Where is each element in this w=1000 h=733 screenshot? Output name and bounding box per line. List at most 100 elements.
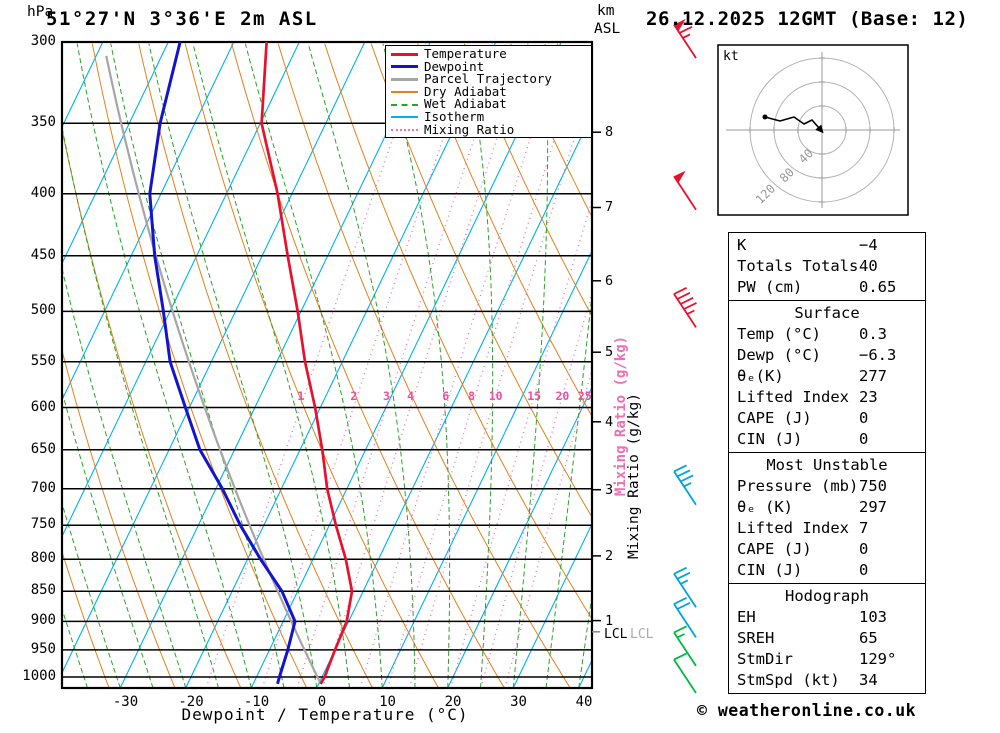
stats-row: PW (cm) 0.65 — [729, 277, 925, 298]
stat-label: K — [737, 236, 747, 254]
stat-value: 34 — [859, 671, 878, 689]
stat-label: SREH — [737, 629, 775, 647]
stat-value: −4 — [859, 236, 878, 254]
stats-row: EH 103 — [729, 607, 925, 628]
stats-section-header: Hodograph — [785, 587, 869, 605]
mixing-ratio-lines — [205, 43, 592, 688]
stat-value: 7 — [859, 519, 869, 537]
stat-label: Lifted Index — [737, 519, 849, 537]
stat-label: CAPE (J) — [737, 540, 812, 558]
stat-label: θₑ (K) — [737, 498, 793, 516]
legend-line-sample — [391, 116, 418, 119]
stats-row: θₑ (K) 297 — [729, 497, 925, 518]
wind-barb — [673, 596, 697, 638]
stats-row: StmSpd (kt) 34 — [729, 670, 925, 691]
legend-line-sample — [391, 103, 418, 106]
legend-label: Dry Adiabat — [424, 83, 507, 99]
wind-barb — [673, 652, 697, 694]
pressure-unit-label: hPa — [27, 4, 54, 20]
stat-label: θₑ(K) — [737, 367, 784, 385]
stat-label: CAPE (J) — [737, 409, 812, 427]
legend-item: Temperature — [386, 48, 591, 61]
stat-value: 750 — [859, 477, 887, 495]
stats-row: Totals Totals 40 — [729, 256, 925, 277]
stat-value: 297 — [859, 498, 887, 516]
stats-row: CAPE (J) 0 — [729, 539, 925, 560]
stat-value: 23 — [859, 388, 878, 406]
stat-value: 0 — [859, 430, 869, 448]
legend-label: Parcel Trajectory — [424, 71, 552, 87]
wind-barb — [673, 286, 697, 328]
hodograph-unit-label: kt — [723, 49, 739, 64]
stats-row: θₑ(K) 277 — [729, 366, 925, 387]
datetime-title: 26.12.2025 12GMT (Base: 12) — [646, 8, 969, 30]
stats-section-header: Most Unstable — [766, 456, 888, 474]
stats-section: Hodograph EH 103 SREH 65 StmDir 129° StmSpd (kt… — [728, 583, 926, 694]
copyright-text: © weatheronline.co.uk — [697, 701, 917, 720]
stat-value: −6.3 — [859, 346, 897, 364]
stats-row: CIN (J) 0 — [729, 560, 925, 581]
legend-line-sample — [391, 65, 418, 69]
legend-item: Dewpoint — [386, 60, 591, 74]
stat-label: Dewp (°C) — [737, 346, 821, 364]
stat-label: Totals Totals — [737, 257, 859, 275]
stats-row: K −4 — [729, 235, 925, 256]
legend-item: Parcel Trajectory — [386, 73, 591, 86]
stat-value: 0 — [859, 540, 869, 558]
stat-label: CIN (J) — [737, 430, 803, 448]
stat-value: 0 — [859, 561, 869, 579]
stats-row: Lifted Index 7 — [729, 518, 925, 539]
sounding-profiles — [105, 42, 354, 685]
stat-label: Temp (°C) — [737, 325, 821, 343]
stat-label: StmSpd (kt) — [737, 671, 840, 689]
stats-row: SREH 65 — [729, 628, 925, 649]
legend-line-sample — [391, 77, 418, 81]
stat-label: EH — [737, 608, 756, 626]
legend-label: Wet Adiabat — [424, 96, 507, 112]
stat-value: 129° — [859, 650, 897, 668]
legend-item: Wet Adiabat — [386, 98, 591, 111]
stat-value: 40 — [859, 257, 878, 275]
legend: Temperature Dewpoint Parcel Trajectory Dry … — [385, 45, 592, 138]
stat-value: 65 — [859, 629, 878, 647]
stat-value: 0.65 — [859, 278, 897, 296]
stats-section: Surface Temp (°C) 0.3 Dewp (°C) −6.3 θₑ(K) 277… — [728, 300, 926, 453]
stat-label: CIN (J) — [737, 561, 803, 579]
stats-row: StmDir 129° — [729, 649, 925, 670]
stat-label: PW (cm) — [737, 278, 803, 296]
stats-row: CAPE (J) 0 — [729, 408, 925, 429]
stat-value: 277 — [859, 367, 887, 385]
wind-barb — [673, 566, 697, 608]
hodograph — [717, 44, 909, 216]
stats-section-header: Surface — [794, 304, 860, 322]
x-axis-label: Dewpoint / Temperature (°C) — [181, 705, 469, 724]
legend-label: Temperature — [424, 46, 507, 62]
stat-value: 0.3 — [859, 325, 887, 343]
plot-frame — [60, 40, 594, 690]
stat-value: 0 — [859, 409, 869, 427]
wind-barb — [673, 170, 697, 211]
legend-line-sample — [391, 91, 418, 94]
stats-row: CIN (J) 0 — [729, 429, 925, 450]
stat-label: Lifted Index — [737, 388, 849, 406]
stat-label: Pressure (mb) — [737, 477, 859, 495]
km-unit-label: km — [597, 3, 615, 19]
wind-barb — [673, 18, 697, 59]
wind-barbs — [673, 18, 697, 694]
km-axis-ticks — [592, 131, 601, 633]
legend-line-sample — [391, 128, 418, 131]
stat-value: 103 — [859, 608, 887, 626]
legend-line-sample — [391, 52, 418, 56]
legend-label: Mixing Ratio — [424, 121, 515, 137]
stats-row: Temp (°C) 0.3 — [729, 324, 925, 345]
stats-row: Dewp (°C) −6.3 — [729, 345, 925, 366]
legend-item: Dry Adiabat — [386, 83, 591, 99]
wind-barb — [673, 464, 697, 506]
legend-item: Isotherm — [386, 111, 591, 124]
mixing-ratio-axis-label: Mixing Ratio (g/kg) — [626, 393, 642, 559]
stats-row: Pressure (mb) 750 — [729, 476, 925, 497]
legend-item: Mixing Ratio — [386, 121, 591, 137]
stats-section: K −4 Totals Totals 40 PW (cm) 0.65 — [728, 232, 926, 301]
